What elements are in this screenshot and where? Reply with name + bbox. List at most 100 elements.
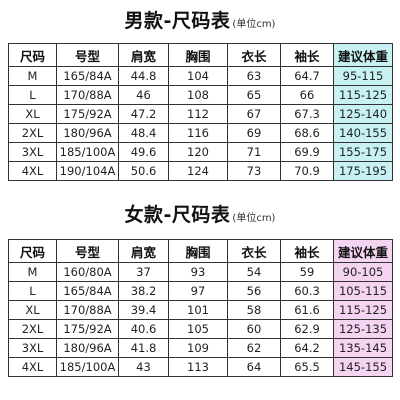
women-table-cell: 113 xyxy=(168,357,228,377)
men-table-header: 尺码 号型 肩宽 胸围 衣长 袖长 建议体重 xyxy=(8,43,393,67)
women-table-cell: 64 xyxy=(227,357,281,377)
women-table-cell: 90-105 xyxy=(333,262,393,282)
women-table-cell: 58 xyxy=(227,300,281,320)
women-size-section: 女款-尺码表 (单位cm) xyxy=(0,200,400,227)
women-table-cell: 180/96A xyxy=(56,338,119,358)
women-table-cell: 65.5 xyxy=(280,357,334,377)
men-table-row: 4XL 190/104A 50.6 124 73 70.9 175-195 xyxy=(8,161,393,181)
men-header-cell: 建议体重 xyxy=(333,43,393,67)
women-header-cell: 号型 xyxy=(56,239,119,263)
women-table-cell: 135-145 xyxy=(333,338,393,358)
women-table-cell: 97 xyxy=(168,281,228,301)
men-table-cell: 49.6 xyxy=(118,142,169,162)
men-unit-note: (单位cm) xyxy=(232,19,276,30)
women-table-row: L 165/84A 38.2 97 56 60.3 105-115 xyxy=(8,281,393,301)
women-table-header: 尺码 号型 肩宽 胸围 衣长 袖长 建议体重 xyxy=(8,239,393,263)
women-header-cell: 袖长 xyxy=(280,239,334,263)
men-header-cell: 衣长 xyxy=(227,43,281,67)
men-header-cell: 尺码 xyxy=(8,43,57,67)
women-table-cell: 170/88A xyxy=(56,300,119,320)
men-table-cell: 65 xyxy=(227,85,281,105)
women-table-cell: 109 xyxy=(168,338,228,358)
men-table-cell: 48.4 xyxy=(118,123,169,143)
women-table-cell: 125-135 xyxy=(333,319,393,339)
men-table-cell: 69 xyxy=(227,123,281,143)
women-table-cell: 43 xyxy=(118,357,169,377)
men-table-cell: 180/96A xyxy=(56,123,119,143)
women-table-cell: 93 xyxy=(168,262,228,282)
men-table-cell: 120 xyxy=(168,142,228,162)
women-table-cell: 105-115 xyxy=(333,281,393,301)
women-table-cell: 2XL xyxy=(8,319,57,339)
men-table-cell: 64.7 xyxy=(280,66,334,86)
men-table-cell: 68.6 xyxy=(280,123,334,143)
women-table-cell: 41.8 xyxy=(118,338,169,358)
women-table-cell: 61.6 xyxy=(280,300,334,320)
men-table-cell: 95-115 xyxy=(333,66,393,86)
women-table-cell: 145-155 xyxy=(333,357,393,377)
men-table-cell: 67 xyxy=(227,104,281,124)
women-table-row: XL 170/88A 39.4 101 58 61.6 115-125 xyxy=(8,300,393,320)
women-table-cell: 105 xyxy=(168,319,228,339)
men-table-cell: 4XL xyxy=(8,161,57,181)
men-table-cell: 108 xyxy=(168,85,228,105)
men-table-row: M 165/84A 44.8 104 63 64.7 95-115 xyxy=(8,66,393,86)
women-table-cell: 40.6 xyxy=(118,319,169,339)
men-table-cell: 175-195 xyxy=(333,161,393,181)
women-header-cell: 建议体重 xyxy=(333,239,393,263)
men-table-cell: 63 xyxy=(227,66,281,86)
women-table-cell: 4XL xyxy=(8,357,57,377)
women-title-row: 女款-尺码表 (单位cm) xyxy=(0,200,400,227)
men-table-row: XL 175/92A 47.2 112 67 67.3 125-140 xyxy=(8,104,393,124)
women-table-row: M 160/80A 37 93 54 59 90-105 xyxy=(8,262,393,282)
men-table-body: M 165/84A 44.8 104 63 64.7 95-115 L 170/88A 46 108… xyxy=(8,66,393,181)
men-table-cell: 124 xyxy=(168,161,228,181)
men-header-row: 尺码 号型 肩宽 胸围 衣长 袖长 建议体重 xyxy=(8,43,393,67)
women-table-body: M 160/80A 37 93 54 59 90-105 L 165/84A 38.2 97 56 60… xyxy=(8,262,393,377)
women-header-cell: 肩宽 xyxy=(118,239,169,263)
women-table-cell: 38.2 xyxy=(118,281,169,301)
men-table-cell: 175/92A xyxy=(56,104,119,124)
women-table-row: 3XL 180/96A 41.8 109 62 64.2 135-145 xyxy=(8,338,393,358)
men-table-cell: 185/100A xyxy=(56,142,119,162)
women-table-cell: 165/84A xyxy=(56,281,119,301)
women-header-row: 尺码 号型 肩宽 胸围 衣长 袖长 建议体重 xyxy=(8,239,393,263)
women-header-cell: 衣长 xyxy=(227,239,281,263)
women-unit-note: (单位cm) xyxy=(232,213,276,224)
women-table-cell: M xyxy=(8,262,57,282)
men-table-row: 3XL 185/100A 49.6 120 71 69.9 155-175 xyxy=(8,142,393,162)
men-table-cell: 155-175 xyxy=(333,142,393,162)
men-table-cell: 165/84A xyxy=(56,66,119,86)
men-size-section: 男款-尺码表 (单位cm) xyxy=(0,6,400,33)
women-table-cell: 60.3 xyxy=(280,281,334,301)
women-header-cell: 尺码 xyxy=(8,239,57,263)
men-table-cell: 50.6 xyxy=(118,161,169,181)
women-table-cell: 54 xyxy=(227,262,281,282)
men-table-cell: 70.9 xyxy=(280,161,334,181)
men-table-cell: 2XL xyxy=(8,123,57,143)
men-table-cell: 125-140 xyxy=(333,104,393,124)
women-table-cell: 101 xyxy=(168,300,228,320)
men-header-cell: 袖长 xyxy=(280,43,334,67)
men-table-cell: XL xyxy=(8,104,57,124)
women-size-chart-title: 女款-尺码表 xyxy=(124,204,231,226)
women-table-cell: XL xyxy=(8,300,57,320)
men-size-chart-title: 男款-尺码表 xyxy=(124,10,231,32)
men-header-cell: 胸围 xyxy=(168,43,228,67)
men-table-cell: 71 xyxy=(227,142,281,162)
women-table-row: 2XL 175/92A 40.6 105 60 62.9 125-135 xyxy=(8,319,393,339)
women-table-cell: 37 xyxy=(118,262,169,282)
men-size-table: 尺码 号型 肩宽 胸围 衣长 袖长 建议体重 M 165/84A 44.8 104 63 64.7 95… xyxy=(8,43,393,181)
women-table-cell: 56 xyxy=(227,281,281,301)
men-table-cell: 140-155 xyxy=(333,123,393,143)
women-table-cell: L xyxy=(8,281,57,301)
men-table-cell: 69.9 xyxy=(280,142,334,162)
men-table-cell: 190/104A xyxy=(56,161,119,181)
women-table-cell: 60 xyxy=(227,319,281,339)
women-table-cell: 185/100A xyxy=(56,357,119,377)
men-table-cell: 46 xyxy=(118,85,169,105)
women-table-cell: 115-125 xyxy=(333,300,393,320)
women-table-cell: 62.9 xyxy=(280,319,334,339)
men-table-row: L 170/88A 46 108 65 66 115-125 xyxy=(8,85,393,105)
women-table-cell: 64.2 xyxy=(280,338,334,358)
